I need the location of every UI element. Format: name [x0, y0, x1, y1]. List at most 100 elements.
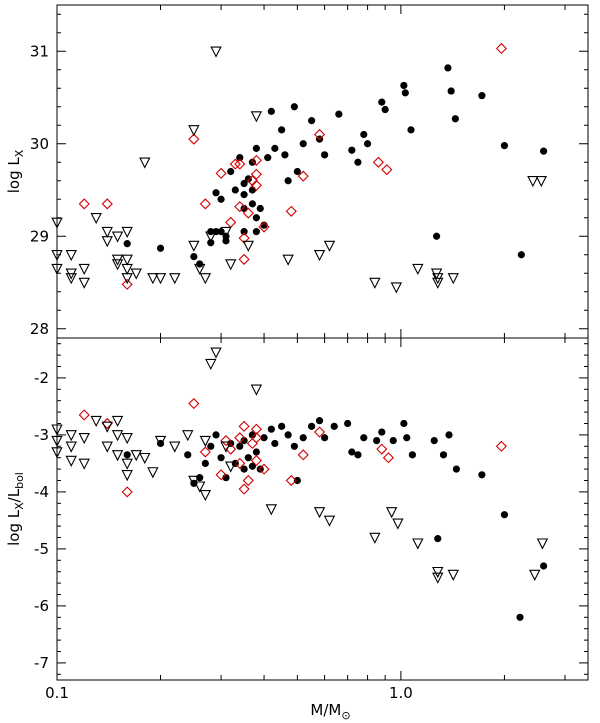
data-point-open-triangle: [210, 347, 222, 359]
data-point-filled-circle: [267, 425, 275, 433]
data-point-filled-circle: [403, 434, 411, 442]
data-point-open-triangle: [199, 273, 212, 285]
axis-ticks: [56, 5, 588, 680]
data-point-open-diamond: [376, 443, 388, 455]
data-point-open-diamond: [372, 156, 384, 168]
data-point-filled-circle: [408, 451, 416, 459]
data-point-open-triangle: [78, 432, 90, 445]
data-point-open-diamond: [250, 179, 262, 191]
data-point-open-triangle: [121, 273, 133, 285]
data-point-filled-circle: [256, 204, 264, 213]
data-point-open-diamond: [258, 463, 270, 475]
data-point-open-diamond: [246, 437, 258, 450]
data-point-open-diamond: [220, 435, 232, 447]
data-point-filled-circle: [123, 240, 131, 248]
data-point-filled-circle: [252, 448, 260, 456]
data-point-open-triangle: [194, 263, 206, 276]
data-point-filled-circle: [284, 431, 292, 439]
plot-frame-bottom: [56, 337, 589, 681]
data-point-filled-circle: [330, 422, 338, 430]
data-point-open-triangle: [220, 441, 232, 453]
data-point-filled-circle: [271, 144, 279, 152]
data-point-open-triangle: [369, 277, 381, 289]
data-point-open-triangle: [205, 358, 217, 371]
data-point-filled-circle: [284, 177, 292, 185]
data-point-filled-circle: [299, 434, 307, 442]
data-point-open-diamond: [250, 423, 262, 435]
data-point-open-triangle: [323, 515, 336, 527]
data-point-open-triangle: [188, 125, 200, 137]
data-point-filled-circle: [222, 237, 230, 245]
data-point-filled-circle: [207, 239, 215, 247]
data-point-filled-circle: [500, 142, 509, 150]
axis-labels: 28 29 30 31 log LX -7 -6 -5 -4 -3 -2 0.1 1.0 M/M⊙ log …: [5, 42, 413, 722]
data-point-open-diamond: [495, 440, 507, 452]
data-point-filled-circle: [236, 442, 244, 450]
data-point-open-triangle: [188, 475, 200, 487]
data-point-filled-circle: [363, 140, 372, 148]
data-point-open-diamond: [234, 457, 246, 469]
y-tick-label: -6: [34, 597, 49, 615]
data-point-filled-circle: [264, 154, 272, 162]
data-point-open-triangle: [65, 455, 77, 467]
data-point-filled-circle: [432, 232, 441, 240]
data-point-open-diamond: [238, 420, 250, 432]
data-point-open-triangle: [139, 157, 151, 169]
data-point-open-triangle: [130, 450, 142, 462]
data-point-open-triangle: [101, 226, 113, 239]
data-point-open-triangle: [385, 507, 398, 519]
data-point-open-triangle: [432, 566, 444, 579]
data-point-filled-circle: [123, 451, 131, 459]
y-tick-label: -5: [34, 540, 49, 558]
data-point-open-triangle: [412, 263, 424, 276]
data-point-open-triangle: [242, 240, 255, 252]
y-tick-label: -2: [34, 369, 49, 387]
data-point-open-triangle: [432, 277, 444, 289]
y-axis-title-bottom: log LX/Lbol: [5, 472, 26, 546]
data-point-open-triangle: [369, 532, 381, 544]
data-point-filled-circle: [156, 244, 165, 252]
data-point-open-triangle: [412, 538, 424, 550]
data-point-open-diamond: [121, 278, 133, 290]
x-axis-title: M/M⊙: [310, 701, 350, 722]
data-point-open-triangle: [147, 467, 159, 479]
data-point-open-triangle: [78, 458, 90, 470]
data-point-open-triangle: [121, 226, 133, 239]
data-point-filled-circle: [401, 89, 409, 97]
data-point-filled-circle: [517, 251, 525, 259]
data-point-filled-circle: [308, 117, 316, 125]
data-point-open-diamond: [225, 216, 237, 228]
data-point-open-triangle: [194, 481, 206, 493]
data-point-filled-circle: [478, 471, 486, 479]
data-point-open-triangle: [121, 254, 133, 266]
data-point-filled-circle: [207, 442, 215, 450]
data-point-open-triangle: [154, 273, 167, 285]
data-point-open-triangle: [111, 450, 124, 462]
data-point-filled-circle: [252, 144, 260, 152]
data-point-filled-circle: [240, 465, 248, 473]
data-point-open-triangle: [51, 424, 63, 436]
data-point-open-diamond: [242, 474, 254, 487]
data-point-filled-circle: [252, 228, 260, 236]
data-point-filled-circle: [190, 253, 198, 261]
data-point-open-triangle: [78, 263, 90, 276]
data-point-filled-circle: [212, 431, 220, 439]
data-point-filled-circle: [500, 511, 509, 519]
data-point-open-triangle: [51, 250, 63, 262]
data-point-open-diamond: [234, 432, 246, 444]
data-point-open-triangle: [205, 231, 217, 243]
x-tick-label: 1.0: [389, 684, 413, 702]
data-point-filled-circle: [231, 186, 239, 194]
data-point-open-diamond: [313, 426, 326, 438]
data-point-filled-circle: [381, 105, 389, 114]
data-point-filled-circle: [389, 437, 397, 445]
data-point-open-triangle: [111, 231, 124, 243]
data-point-open-triangle: [111, 415, 124, 428]
data-point-filled-circle: [344, 419, 352, 428]
data-point-filled-circle: [271, 439, 279, 448]
data-point-open-triangle: [265, 504, 278, 516]
y-tick-label: 30: [30, 135, 49, 153]
data-point-open-triangle: [139, 452, 151, 465]
data-point-filled-circle: [354, 158, 362, 166]
